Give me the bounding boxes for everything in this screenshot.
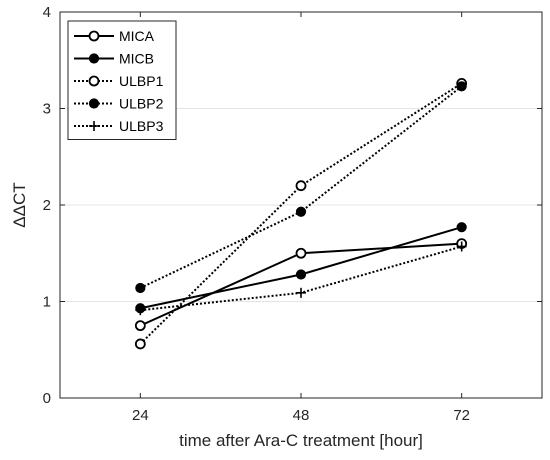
legend-item-ulbp1: ULBP1 — [74, 73, 164, 89]
legend-label: MICA — [119, 28, 155, 44]
y-tick-label: 4 — [43, 4, 51, 21]
legend-item-ulbp3: ULBP3 — [74, 118, 164, 134]
x-tick-label: 48 — [293, 407, 310, 424]
series-mica — [134, 238, 468, 332]
data-point-micb — [295, 269, 307, 280]
series-ulbp2 — [135, 81, 467, 294]
data-point-ulbp2 — [456, 81, 467, 92]
data-point-ulbp1 — [295, 180, 307, 192]
legend: MICA MICB ULBP1 ULBP2 ULBP3 — [67, 20, 177, 140]
x-axis-label: time after Ara-C treatment [hour] — [179, 431, 423, 450]
data-point-ulbp3 — [296, 287, 306, 298]
legend-item-micb: MICB — [74, 51, 154, 67]
y-axis-label: ΔΔCT — [10, 182, 29, 227]
x-tick-label: 72 — [453, 407, 470, 424]
y-tick-label: 1 — [43, 294, 51, 311]
data-point-ulbp2 — [295, 206, 307, 217]
legend-label: MICB — [119, 51, 154, 67]
y-tick-label: 0 — [43, 390, 51, 407]
legend-swatch-marker — [88, 98, 100, 109]
data-point-mica — [134, 320, 146, 332]
legend-swatch-marker — [88, 30, 100, 42]
legend-label: ULBP3 — [119, 118, 164, 134]
series-ulbp3 — [135, 241, 467, 316]
series-group — [134, 78, 468, 350]
legend-item-mica: MICA — [74, 28, 155, 44]
data-point-ulbp3 — [456, 241, 467, 252]
legend-label: ULBP1 — [119, 73, 164, 89]
legend-item-ulbp2: ULBP2 — [74, 96, 164, 112]
data-point-mica — [295, 247, 307, 259]
legend-swatch-marker — [88, 75, 100, 87]
data-point-ulbp3 — [135, 305, 146, 316]
legend-swatch-marker — [88, 53, 100, 64]
data-point-ulbp1 — [134, 338, 146, 350]
y-tick-label: 2 — [43, 197, 51, 214]
data-point-ulbp2 — [135, 282, 146, 294]
legend-label: ULBP2 — [119, 96, 164, 112]
axis-ticks: 0 1 2 3 4 24 48 72 — [43, 4, 542, 424]
data-point-micb — [456, 222, 467, 233]
y-tick-label: 3 — [43, 101, 51, 118]
x-tick-label: 24 — [132, 407, 149, 424]
legend-swatch-marker — [89, 121, 99, 131]
series-ulbp1 — [134, 78, 468, 350]
